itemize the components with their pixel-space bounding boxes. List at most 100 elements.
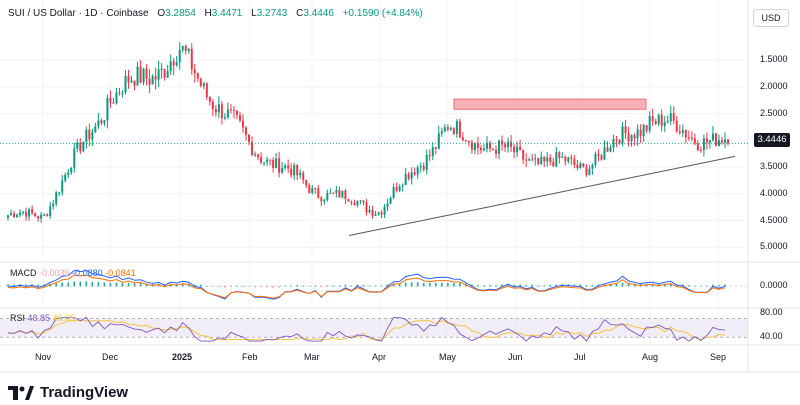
symbol-header: SUI / US Dollar · 1D · Coinbase O3.2854 …: [8, 8, 423, 19]
candle-body: [61, 180, 64, 193]
high-value: 3.4471: [211, 8, 243, 19]
macd-signal-line: [7, 274, 726, 299]
candle-body: [76, 142, 79, 149]
candle-body: [302, 172, 305, 181]
resistance-zone: [453, 98, 647, 110]
candle-body: [636, 129, 639, 139]
candle-body: [431, 147, 434, 157]
macd-histogram-bar: [579, 284, 582, 287]
time-tick-label: May: [439, 352, 457, 362]
candle-body: [401, 185, 404, 187]
macd-histogram-bar: [627, 283, 630, 287]
macd-histogram-value: -0.0039: [39, 268, 70, 278]
candle-body: [109, 97, 112, 103]
tradingview-logo[interactable]: TradingView: [8, 384, 128, 401]
candle-body: [103, 120, 106, 124]
macd-histogram-bar: [302, 285, 305, 287]
macd-histogram-bar: [525, 285, 527, 287]
candle-body: [278, 158, 281, 173]
candle-body: [226, 109, 229, 118]
macd-legend[interactable]: MACD -0.0039 -0.0880 -0.0841: [10, 268, 136, 278]
candle-body: [585, 166, 588, 176]
candle-body: [202, 83, 205, 87]
candle-body: [591, 164, 594, 169]
candle-body: [335, 190, 338, 193]
candle-body: [540, 156, 543, 165]
candle-body: [88, 129, 91, 140]
candle-body: [645, 125, 648, 131]
candle-body: [570, 157, 573, 159]
candle-body: [281, 167, 284, 173]
candle-body: [356, 201, 359, 206]
macd-histogram-bar: [633, 283, 636, 287]
candle-body: [55, 192, 58, 204]
candle-body: [552, 161, 555, 167]
candle-body: [627, 133, 630, 142]
candle-body: [329, 192, 332, 194]
candle-body: [347, 198, 350, 202]
tradingview-mark-icon: [8, 385, 34, 400]
candle-body: [184, 45, 187, 51]
time-tick-label: Apr: [372, 352, 387, 362]
candle-body: [263, 162, 266, 164]
macd-signal-value: -0.0841: [105, 268, 136, 278]
candle-body: [651, 116, 654, 122]
macd-histogram-bar: [368, 285, 371, 287]
macd-histogram-bar: [37, 284, 39, 287]
candle-body: [672, 113, 675, 121]
macd-histogram-bar: [79, 281, 82, 287]
candle-body: [73, 148, 76, 168]
macd-histogram-bar: [591, 285, 594, 287]
time-tick-label: Nov: [35, 352, 52, 362]
candle-body: [43, 214, 46, 216]
macd-histogram-bar: [296, 285, 299, 287]
macd-histogram-bar: [236, 285, 238, 287]
macd-histogram-bar: [224, 286, 226, 288]
candle-body: [642, 125, 645, 137]
candle-body: [473, 142, 476, 150]
macd-histogram-bar: [121, 283, 124, 287]
macd-histogram-bar: [688, 285, 690, 287]
macd-histogram-bar: [422, 282, 425, 287]
price-tick-label: 2.0000: [760, 80, 788, 91]
macd-histogram-bar: [73, 281, 76, 287]
candle-body: [693, 138, 696, 144]
candle-body: [127, 75, 130, 83]
candle-body: [624, 126, 627, 134]
candle-body: [365, 202, 368, 213]
candle-body: [241, 120, 244, 128]
macd-histogram-bar: [344, 284, 347, 287]
macd-axis-label: 0.0000: [760, 280, 788, 290]
candle-body: [410, 172, 413, 179]
macd-histogram-bar: [392, 283, 395, 287]
currency-button[interactable]: USD: [753, 9, 789, 27]
macd-histogram-bar: [489, 285, 491, 287]
candle-body: [211, 101, 214, 110]
candle-body: [654, 121, 657, 124]
candle-body: [214, 109, 217, 113]
symbol-name[interactable]: SUI / US Dollar · 1D · Coinbase: [8, 8, 149, 19]
macd-histogram-bar: [380, 285, 383, 287]
candle-body: [663, 122, 666, 126]
macd-histogram-bar: [133, 283, 136, 287]
candle-body: [124, 75, 127, 93]
candle-body: [377, 212, 380, 215]
candle-body: [489, 142, 492, 149]
candle-body: [573, 158, 576, 165]
rsi-legend[interactable]: RSI 48.85 46.05: [10, 313, 75, 323]
candle-body: [464, 140, 467, 142]
candle-body: [353, 202, 356, 206]
candle-body: [91, 132, 94, 140]
candle-body: [205, 83, 208, 98]
rsi-value: 48.85: [27, 313, 51, 323]
time-tick-label: Aug: [642, 352, 659, 362]
candle-body: [579, 163, 582, 168]
candle-body: [332, 192, 335, 194]
time-tick-label: Dec: [102, 352, 119, 362]
candle-body: [504, 144, 507, 148]
candle-body: [669, 113, 672, 122]
candle-body: [308, 185, 311, 194]
candle-body: [615, 139, 618, 141]
macd-histogram-bar: [338, 285, 341, 287]
